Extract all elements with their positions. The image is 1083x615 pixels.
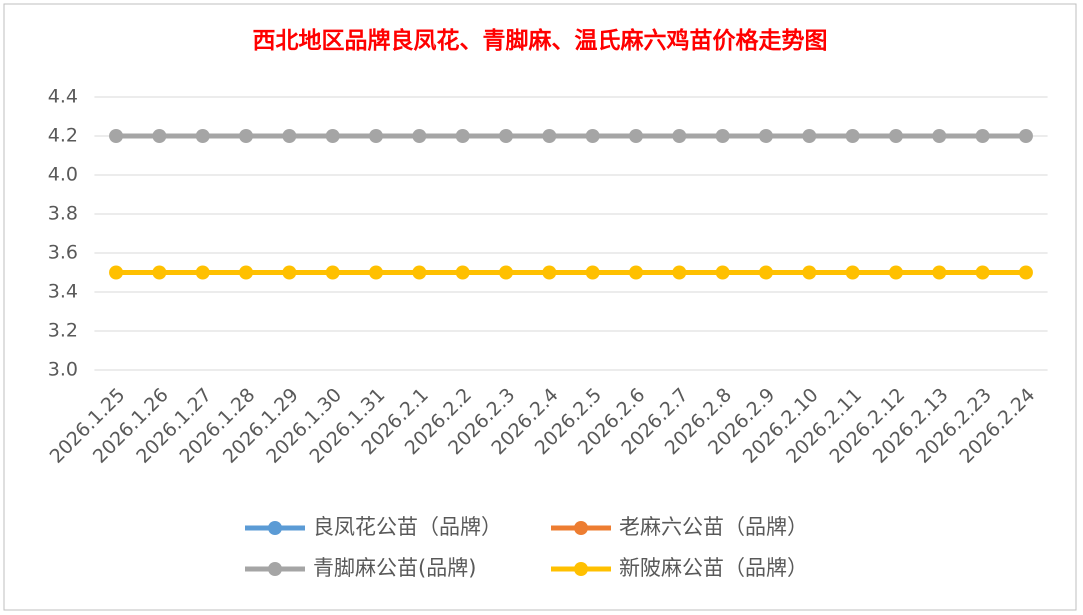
point [585,129,600,143]
point [802,265,817,280]
y-tick-label: 4.2 [48,125,78,147]
point [455,129,470,143]
point [369,265,384,280]
point [499,129,514,143]
legend-label: 青脚麻公苗(品牌) [313,556,476,580]
point [325,265,340,280]
point [282,129,297,143]
point [585,265,600,280]
point [932,129,947,143]
point [369,129,384,143]
point [758,265,773,280]
chart-frame [3,3,1077,611]
point [455,265,470,280]
point [628,265,643,280]
legend-label: 新陂麻公苗（品牌） [619,556,808,580]
point [152,129,167,143]
point [715,265,730,280]
point [932,265,947,280]
point [542,265,557,280]
point [239,129,254,143]
point [195,129,210,143]
point [802,129,817,143]
y-tick-label: 3.8 [48,203,78,225]
point [109,129,124,143]
point [672,129,687,143]
point [975,129,990,143]
y-tick-label: 4.4 [48,86,78,108]
legend-marker [268,521,282,535]
y-tick-label: 3.2 [48,320,78,342]
point [1018,129,1033,143]
point [1018,265,1033,280]
point [499,265,514,280]
legend-marker [268,562,282,576]
point [152,265,167,280]
point [239,265,254,280]
point [845,129,860,143]
point [672,265,687,280]
y-tick-label: 3.4 [48,281,78,303]
point [758,129,773,143]
chart-title: 西北地区品牌良凤花、青脚麻、温氏麻六鸡苗价格走势图 [253,27,828,54]
point [715,129,730,143]
point [195,265,210,280]
point [628,129,643,143]
y-tick-label: 3.6 [48,242,78,264]
point [975,265,990,280]
legend-label: 老麻六公苗（品牌） [619,515,808,539]
point [412,129,427,143]
point [542,129,557,143]
point [412,265,427,280]
point [888,265,903,280]
point [888,129,903,143]
y-tick-label: 3.0 [48,359,78,381]
point [845,265,860,280]
y-tick-label: 4.0 [48,164,78,186]
point [325,129,340,143]
point [109,265,124,280]
legend-marker [574,562,588,576]
point [282,265,297,280]
legend-label: 良凤花公苗（品牌） [313,515,502,539]
legend-marker [574,521,588,535]
